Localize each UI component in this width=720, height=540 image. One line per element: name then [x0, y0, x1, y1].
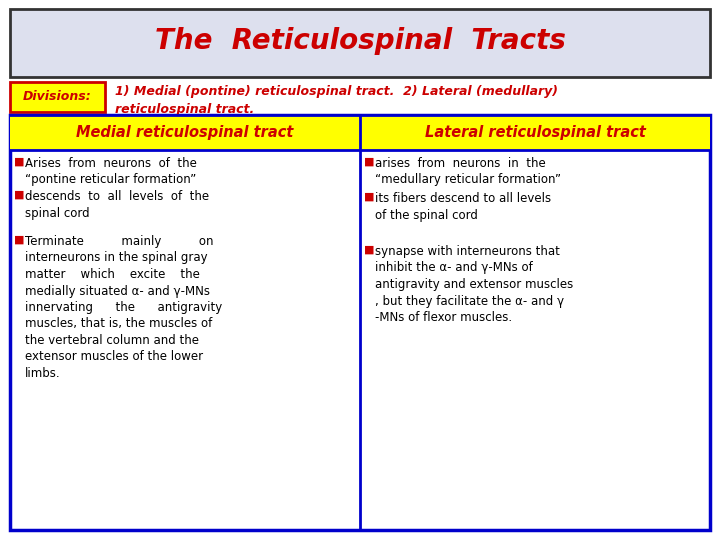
Bar	[10, 115, 710, 530]
Text: 1) Medial (pontine) reticulospinal tract.  2) Lateral (medullary): 1) Medial (pontine) reticulospinal tract…	[115, 85, 558, 98]
Text: ■: ■	[14, 235, 24, 245]
Text: ■: ■	[364, 245, 374, 255]
Text: ■: ■	[14, 157, 24, 167]
Text: reticulospinal tract.: reticulospinal tract.	[115, 103, 254, 116]
Text: Medial reticulospinal tract: Medial reticulospinal tract	[76, 125, 294, 140]
Text: arises  from  neurons  in  the
“medullary reticular formation”: arises from neurons in the “medullary re…	[375, 157, 561, 186]
Text: ■: ■	[364, 192, 374, 202]
Text: Terminate          mainly          on
interneurons in the spinal gray
matter    : Terminate mainly on interneurons in the …	[25, 235, 222, 380]
Text: synapse with interneurons that
inhibit the α- and γ-MNs of
antigravity and exten: synapse with interneurons that inhibit t…	[375, 245, 573, 324]
Bar	[10, 115, 360, 150]
Text: ■: ■	[364, 157, 374, 167]
Text: its fibers descend to all levels
of the spinal cord: its fibers descend to all levels of the …	[375, 192, 551, 221]
Text: Arises  from  neurons  of  the
“pontine reticular formation”: Arises from neurons of the “pontine reti…	[25, 157, 197, 186]
Text: ■: ■	[14, 190, 24, 200]
Bar	[360, 115, 710, 150]
Text: Divisions:: Divisions:	[23, 91, 92, 104]
Bar	[10, 9, 710, 77]
Text: descends  to  all  levels  of  the
spinal cord: descends to all levels of the spinal cor…	[25, 190, 209, 219]
Text: The  Reticulospinal  Tracts: The Reticulospinal Tracts	[155, 27, 565, 55]
Text: Lateral reticulospinal tract: Lateral reticulospinal tract	[425, 125, 645, 140]
Bar	[10, 82, 105, 112]
